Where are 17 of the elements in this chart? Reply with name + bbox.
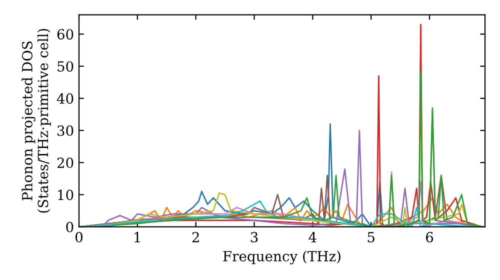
x-tick-label: 4 xyxy=(308,232,316,242)
x-axis-title: Frequency (THz) xyxy=(223,250,340,264)
y-tick-label: 0 xyxy=(66,222,74,232)
line-series xyxy=(113,72,483,227)
y-tick-label: 50 xyxy=(58,61,74,72)
x-tick-label: 2 xyxy=(192,232,199,242)
x-tick-label: 6 xyxy=(426,232,434,242)
y-tick-label: 20 xyxy=(57,158,74,168)
x-tick-label: 1 xyxy=(134,232,140,242)
x-tick-label: 0 xyxy=(75,232,82,242)
x-tick-label: 5 xyxy=(368,232,374,242)
y-tick-label: 60 xyxy=(57,29,74,40)
y-tick-label: 40 xyxy=(56,93,74,104)
y-axis-title: Phonon projected DOS (States/THz·primitive cell) xyxy=(22,28,51,213)
y-tick-label: 10 xyxy=(58,190,74,200)
x-tick-label: 3 xyxy=(250,232,258,242)
y-tick-label: 30 xyxy=(58,125,74,136)
